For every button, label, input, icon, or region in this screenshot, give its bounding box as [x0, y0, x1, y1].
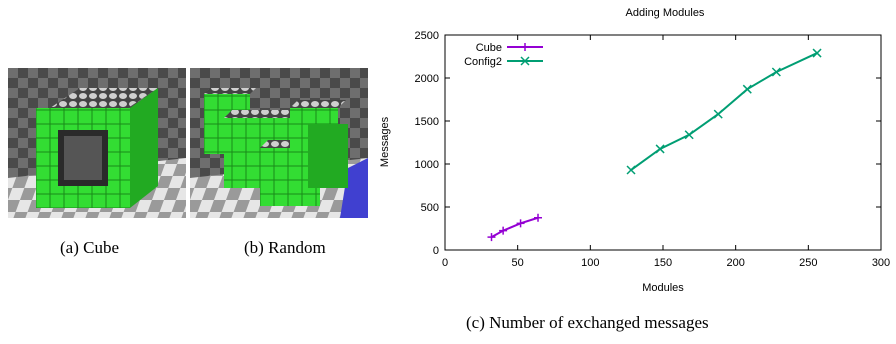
x-tick-label: 0 — [442, 257, 448, 269]
legend: Cube Config2 — [464, 42, 543, 68]
x-marker — [771, 67, 781, 77]
series-line — [491, 216, 539, 238]
x-marker — [812, 48, 822, 58]
axis-ticks: 0 50 100 150 200 250 300 0 500 1000 1500 2000 2500 — [415, 30, 891, 269]
x-marker — [684, 130, 694, 140]
series-layer — [487, 48, 822, 242]
plot-frame — [444, 34, 882, 251]
series-config2 — [626, 48, 822, 175]
x-tick-label: 50 — [512, 257, 524, 269]
x-tick-label: 250 — [799, 257, 817, 269]
y-tick-label: 2500 — [415, 30, 439, 42]
x-tick-label: 200 — [726, 257, 744, 269]
series-line — [630, 52, 818, 171]
y-tick-label: 0 — [433, 245, 439, 257]
y-tick-label: 1500 — [415, 116, 439, 128]
legend-label: Cube — [476, 42, 502, 54]
caption-a: (a) Cube — [60, 238, 120, 257]
x-marker — [742, 84, 752, 94]
y-axis-label: Messages — [379, 116, 391, 167]
legend-label: Config2 — [464, 56, 502, 68]
y-tick-label: 1000 — [415, 159, 439, 171]
x-tick-label: 100 — [581, 257, 599, 269]
x-marker — [626, 165, 636, 175]
caption-b: (b) Random — [244, 238, 326, 257]
x-marker — [655, 144, 665, 154]
x-marker — [713, 109, 723, 119]
x-tick-label: 300 — [872, 257, 890, 269]
x-marker — [520, 56, 530, 66]
x-tick-label: 150 — [654, 257, 672, 269]
random-configuration-image — [190, 68, 368, 218]
chart-title: Adding Modules — [626, 7, 705, 19]
x-axis-label: Modules — [642, 282, 684, 294]
caption-c: (c) Number of exchanged messages — [466, 313, 709, 332]
y-tick-label: 500 — [421, 202, 439, 214]
series-cube — [487, 213, 543, 242]
messages-line-chart: Adding Modules 0 50 100 150 200 250 300 0 500 100… — [379, 7, 891, 294]
cube-configuration-image — [8, 68, 186, 218]
y-tick-label: 2000 — [415, 73, 439, 85]
